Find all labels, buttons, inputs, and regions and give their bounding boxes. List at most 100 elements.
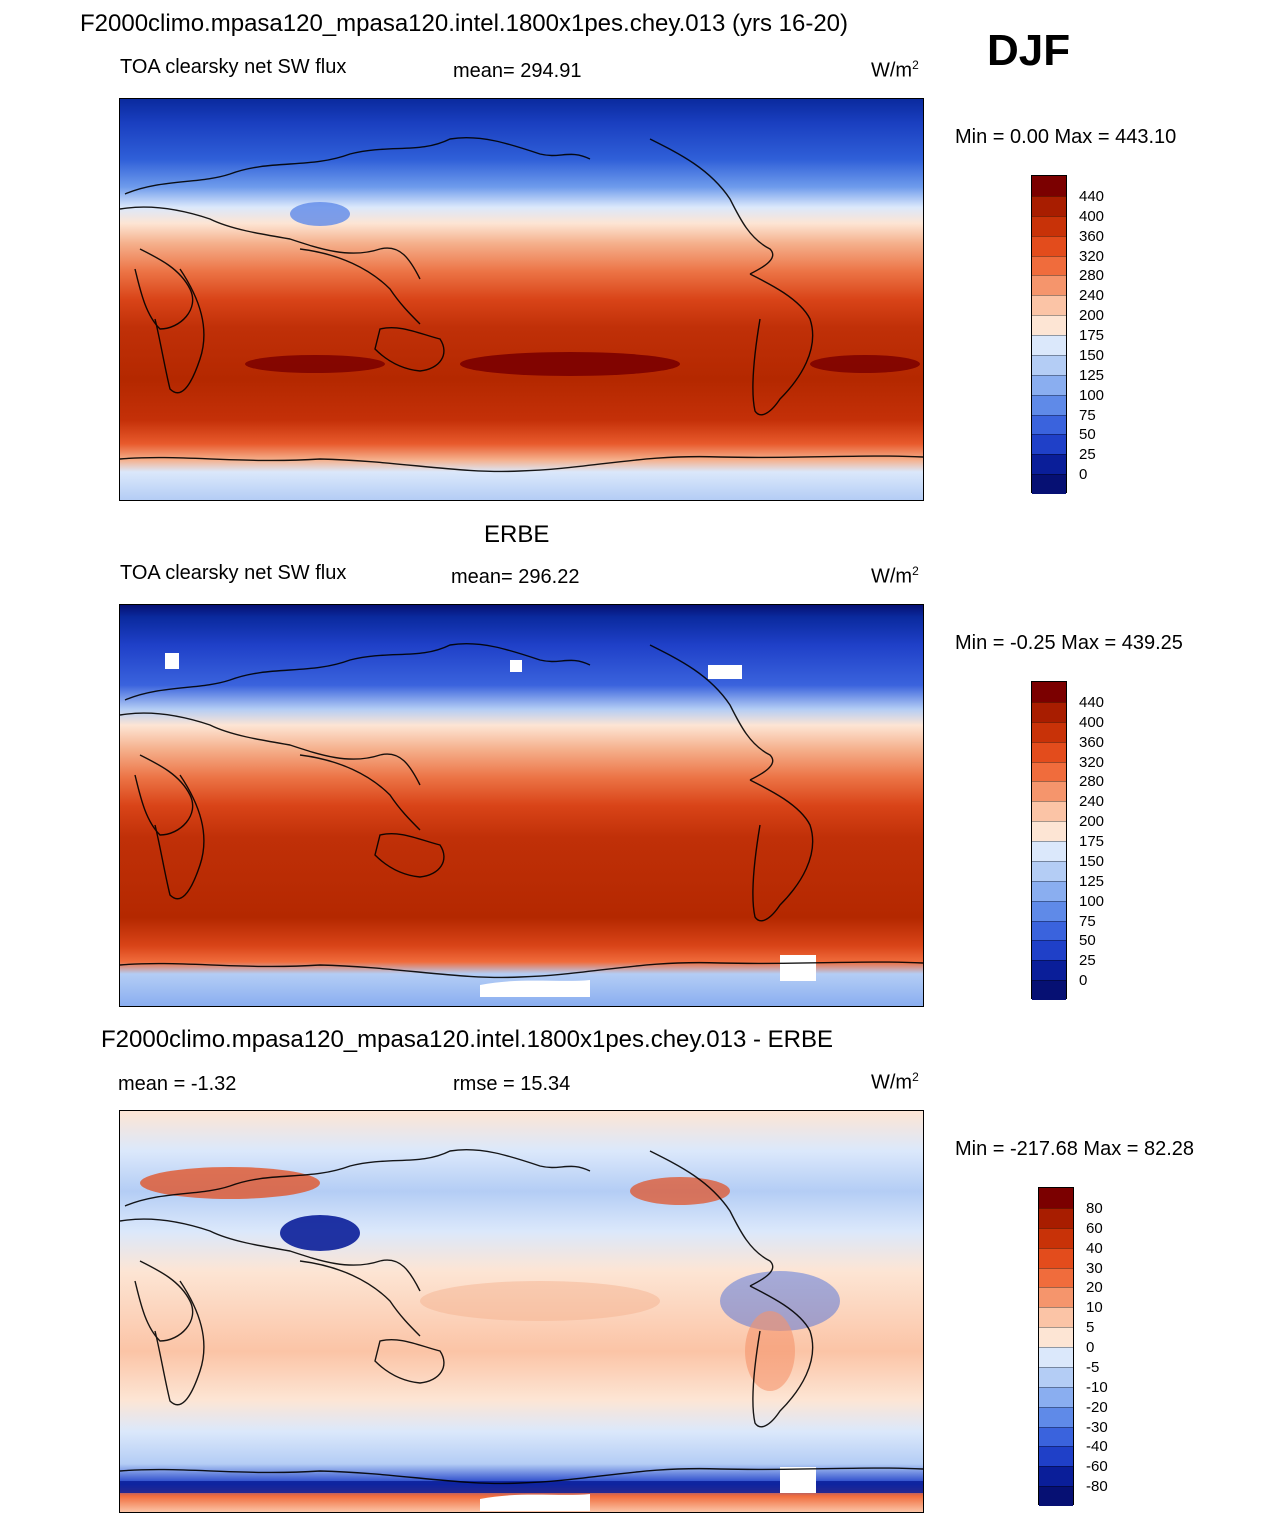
colorbar-segment — [1032, 215, 1066, 236]
colorbar-tick-label: 175 — [1079, 833, 1105, 850]
colorbar-tick-label: 40 — [1086, 1239, 1103, 1257]
colorbar-segment — [1039, 1327, 1073, 1347]
colorbar-tick-label: 20 — [1086, 1279, 1103, 1297]
panel1-map-field — [120, 99, 923, 500]
colorbar-tick-label: 125 — [1079, 366, 1105, 384]
panel3-units: W/m2 — [871, 1070, 919, 1094]
colorbar-tick-label: -10 — [1086, 1378, 1108, 1396]
panel3-minmax: Min = -217.68 Max = 82.28 — [955, 1138, 1195, 1160]
panel3-rmse-label: rmse = 15.34 — [453, 1073, 571, 1095]
colorbar-tick-label: 400 — [1079, 207, 1105, 225]
colorbar-segment — [1039, 1267, 1073, 1288]
colorbar-tick-label: -80 — [1086, 1478, 1108, 1496]
colorbar-segment — [1039, 1366, 1073, 1387]
panel2-map — [119, 604, 924, 1007]
colorbar-tick-label: 200 — [1079, 307, 1105, 325]
colorbar-tick-label: 175 — [1079, 327, 1105, 344]
colorbar-tick-label: 100 — [1079, 892, 1105, 910]
colorbar-segment — [1032, 682, 1066, 702]
colorbar-segment — [1032, 434, 1066, 455]
colorbar-segment — [1032, 176, 1066, 196]
panel2-units: W/m2 — [871, 564, 919, 588]
colorbar-tick-label: 360 — [1079, 227, 1105, 245]
colorbar-tick-label: 50 — [1079, 426, 1096, 444]
colorbar-segment — [1039, 1347, 1073, 1367]
season-label: DJF — [987, 26, 1071, 75]
colorbar-segment — [1032, 801, 1066, 822]
colorbar-segment — [1032, 781, 1066, 802]
panel1-variable-label: TOA clearsky net SW flux — [120, 56, 347, 78]
colorbar-tick-label: -5 — [1086, 1358, 1100, 1376]
colorbar-segment — [1032, 701, 1066, 722]
colorbar-segment — [1032, 721, 1066, 742]
colorbar-tick-label: 80 — [1086, 1199, 1103, 1217]
colorbar-tick-label: 60 — [1086, 1219, 1103, 1237]
colorbar-tick-label: 280 — [1079, 267, 1105, 285]
colorbar-tick-label: -60 — [1086, 1458, 1108, 1476]
colorbar-tick-label: 0 — [1079, 466, 1088, 484]
colorbar-segment — [1032, 980, 1066, 1000]
colorbar-segment — [1032, 841, 1066, 861]
colorbar-segment — [1039, 1188, 1073, 1208]
colorbar-segment — [1039, 1446, 1073, 1467]
colorbar-tick-label: -40 — [1086, 1438, 1108, 1456]
colorbar-segment — [1032, 960, 1066, 981]
colorbar-segment — [1032, 275, 1066, 296]
colorbar-segment — [1032, 195, 1066, 216]
colorbar-tick-label: 240 — [1079, 793, 1105, 811]
colorbar-segment — [1039, 1466, 1073, 1487]
colorbar-tick-label: 5 — [1086, 1319, 1095, 1337]
panel2-map-field — [120, 605, 923, 1006]
panel2-colorbar — [1031, 681, 1067, 1000]
colorbar-tick-label: 25 — [1079, 952, 1096, 970]
colorbar-tick-label: 360 — [1079, 733, 1105, 751]
panel1-minmax: Min = 0.00 Max = 443.10 — [955, 126, 1177, 148]
colorbar-segment — [1039, 1386, 1073, 1407]
panel3-mean-label: mean = -1.32 — [118, 1073, 237, 1095]
colorbar-tick-label: 10 — [1086, 1299, 1103, 1317]
colorbar-segment — [1032, 394, 1066, 415]
panel2-variable-label: TOA clearsky net SW flux — [120, 562, 347, 584]
colorbar-tick-label: 320 — [1079, 247, 1105, 265]
colorbar-segment — [1032, 374, 1066, 395]
panel1-colorbar — [1031, 175, 1067, 494]
colorbar-tick-label: 75 — [1079, 406, 1096, 424]
colorbar-segment — [1039, 1406, 1073, 1427]
colorbar-segment — [1032, 920, 1066, 941]
colorbar-tick-label: 0 — [1086, 1339, 1095, 1356]
colorbar-segment — [1039, 1227, 1073, 1248]
colorbar-segment — [1032, 414, 1066, 435]
colorbar-tick-label: 150 — [1079, 346, 1105, 364]
colorbar-tick-label: 50 — [1079, 932, 1096, 950]
colorbar-segment — [1039, 1307, 1073, 1328]
colorbar-segment — [1032, 900, 1066, 921]
colorbar-segment — [1039, 1486, 1073, 1506]
colorbar-tick-label: 200 — [1079, 813, 1105, 831]
colorbar-tick-label: -20 — [1086, 1398, 1108, 1416]
colorbar-segment — [1039, 1287, 1073, 1308]
colorbar-segment — [1032, 474, 1066, 494]
colorbar-tick-label: 100 — [1079, 386, 1105, 404]
colorbar-tick-label: 320 — [1079, 753, 1105, 771]
colorbar-segment — [1032, 235, 1066, 256]
colorbar-tick-label: 75 — [1079, 912, 1096, 930]
colorbar-tick-label: 400 — [1079, 713, 1105, 731]
colorbar-segment — [1032, 335, 1066, 355]
colorbar-tick-label: 440 — [1079, 693, 1105, 711]
colorbar-tick-label: 0 — [1079, 972, 1088, 990]
colorbar-segment — [1032, 821, 1066, 841]
colorbar-tick-label: 280 — [1079, 773, 1105, 791]
colorbar-tick-label: 240 — [1079, 287, 1105, 305]
colorbar-segment — [1032, 354, 1066, 375]
colorbar-segment — [1032, 454, 1066, 475]
colorbar-tick-label: 30 — [1086, 1259, 1103, 1277]
colorbar-segment — [1032, 315, 1066, 335]
colorbar-segment — [1039, 1247, 1073, 1268]
colorbar-segment — [1032, 880, 1066, 901]
colorbar-segment — [1032, 940, 1066, 961]
colorbar-tick-label: 25 — [1079, 446, 1096, 464]
colorbar-tick-label: -30 — [1086, 1418, 1108, 1436]
panel1-mean-label: mean= 294.91 — [453, 60, 582, 82]
colorbar-segment — [1039, 1207, 1073, 1228]
panel2-minmax: Min = -0.25 Max = 439.25 — [955, 632, 1183, 654]
